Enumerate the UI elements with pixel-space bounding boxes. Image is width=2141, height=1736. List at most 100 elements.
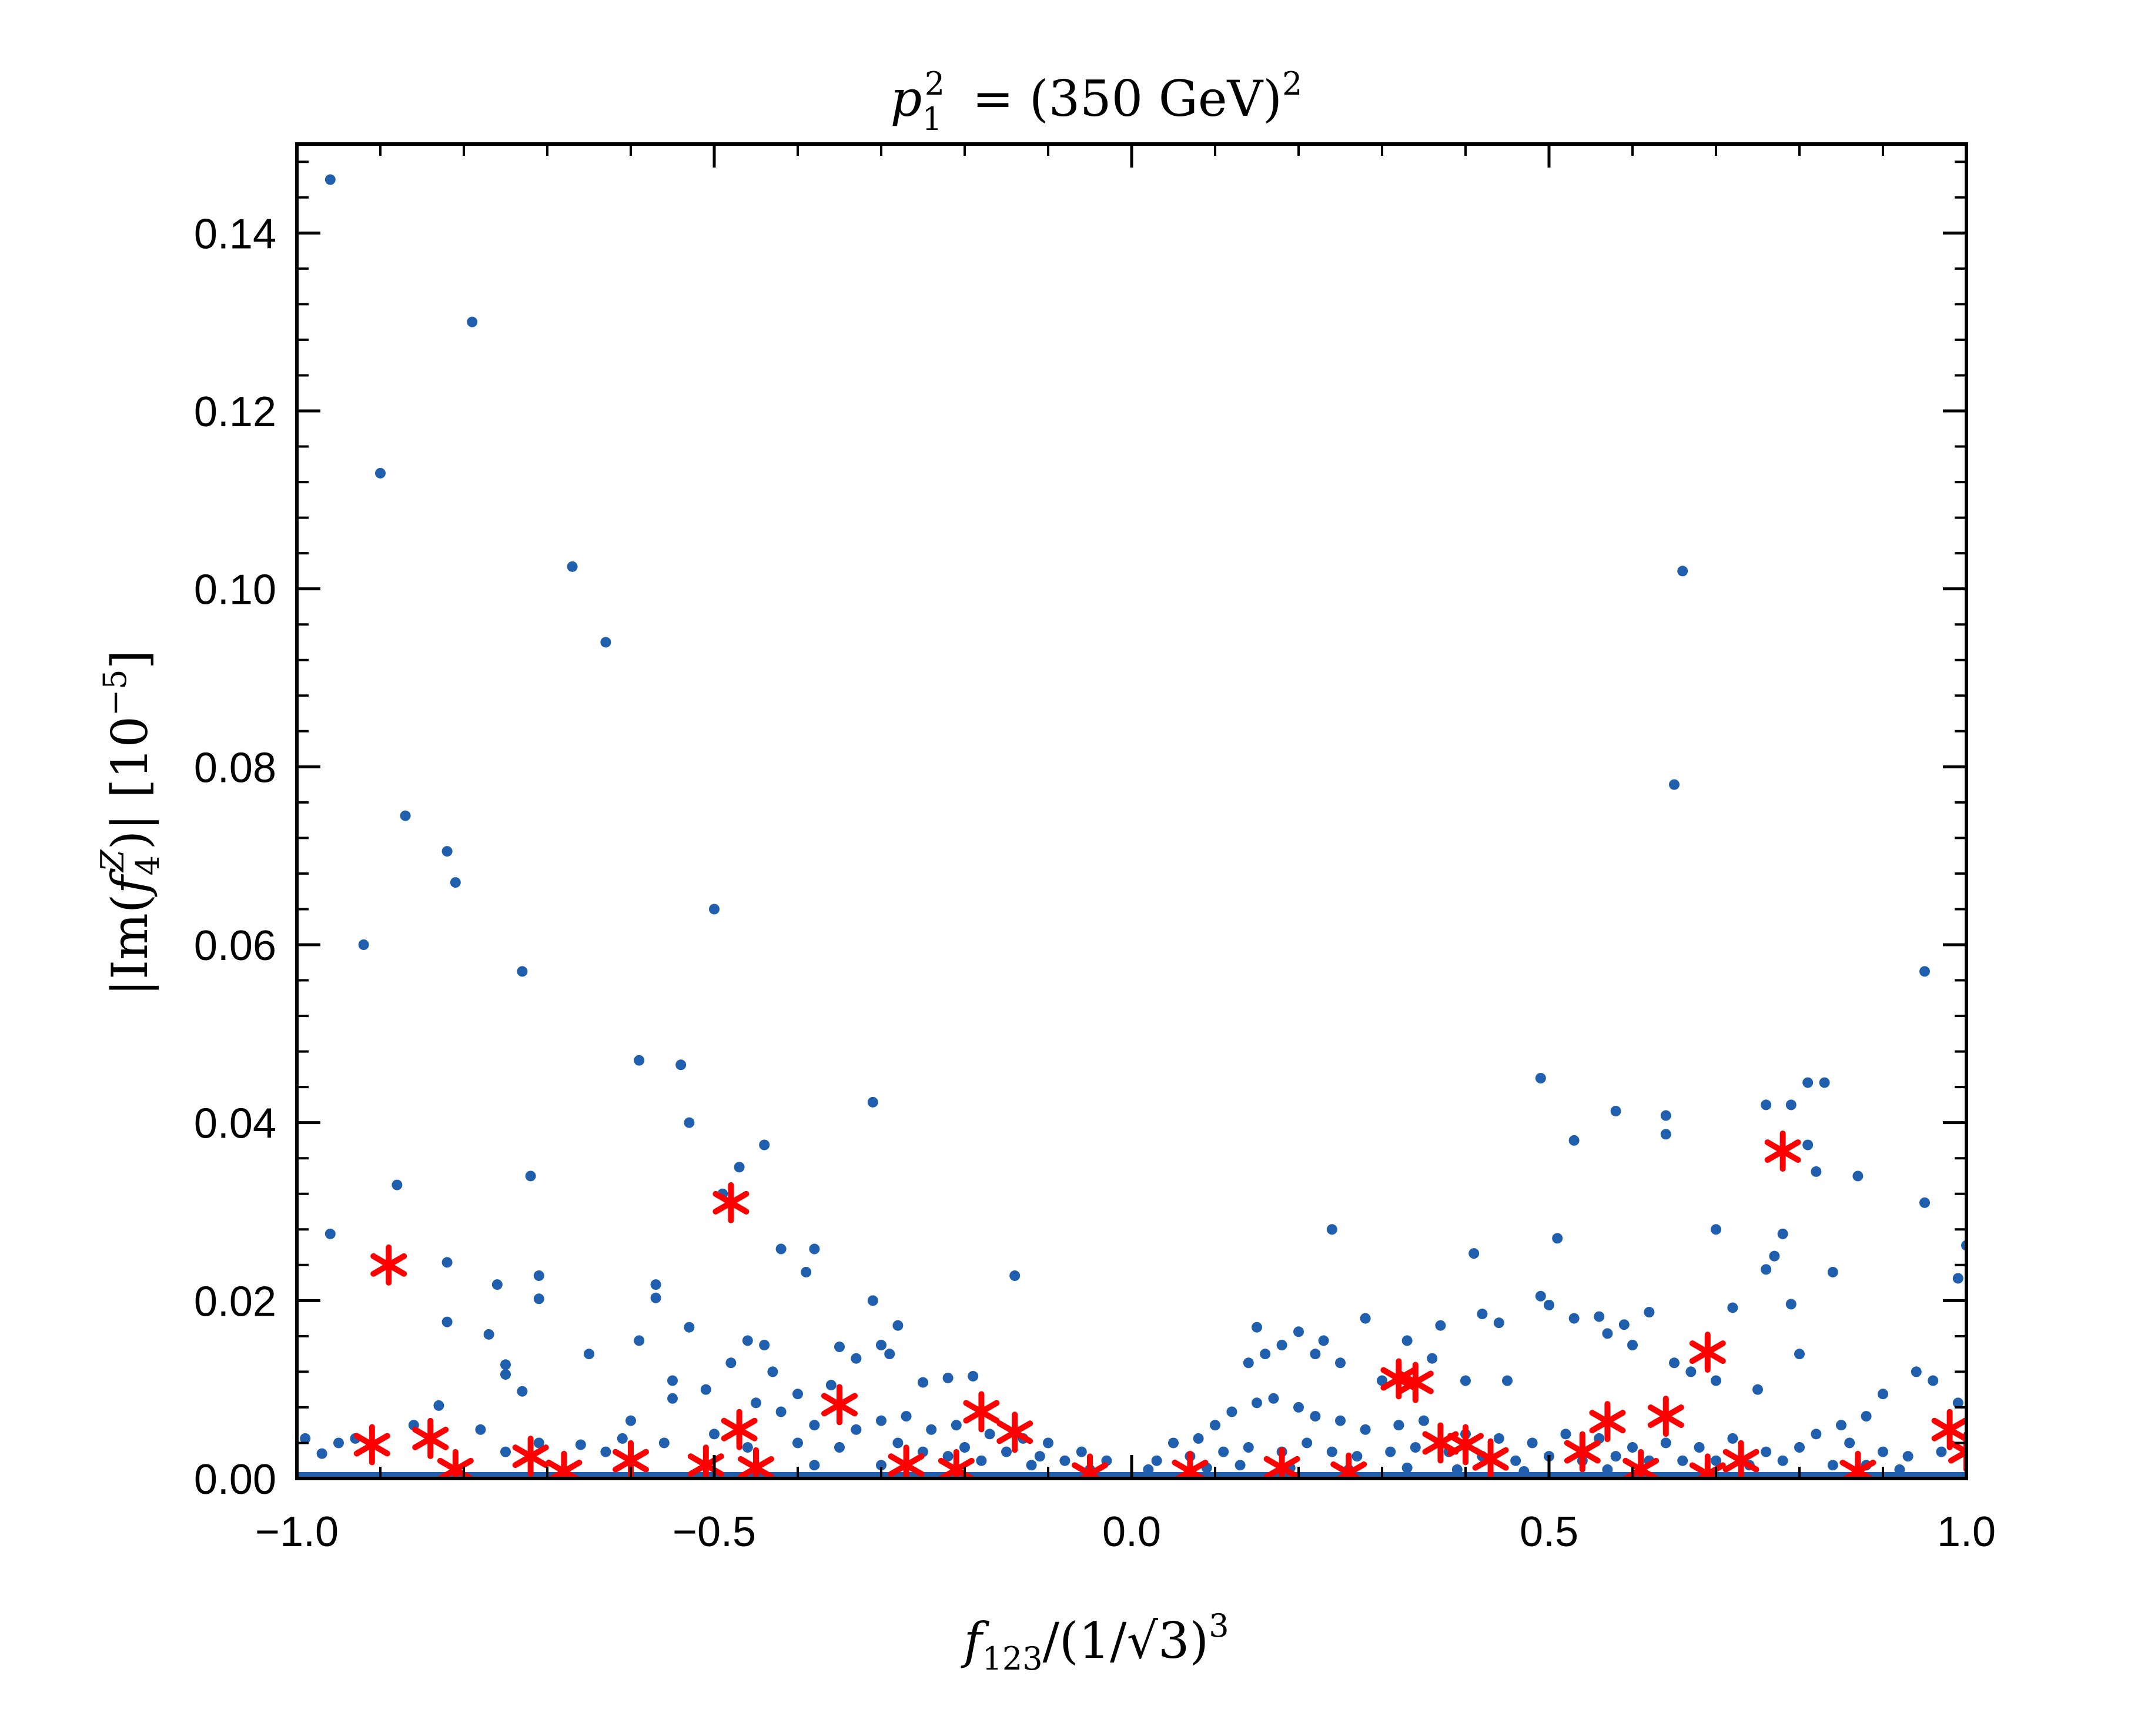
scatter-point <box>1310 1411 1321 1422</box>
scatter-point <box>984 1429 995 1440</box>
highlight-star <box>1330 1452 1367 1479</box>
labels-layer: −1.0 −0.5 0.0 0.5 1.0 0.00 0.02 0.04 0.06 0.08 0.1… <box>194 210 1996 1556</box>
scatter-point <box>901 1411 912 1422</box>
scatter-point <box>1544 1299 1554 1310</box>
scatter-point <box>441 1257 453 1268</box>
scatter-point <box>1560 1429 1571 1440</box>
scatter-point <box>667 1375 678 1386</box>
scatter-point <box>1610 1451 1621 1462</box>
scatter-point <box>1502 1375 1513 1386</box>
scatter-point <box>892 1437 904 1449</box>
highlight-star <box>1948 1431 1966 1473</box>
scatter-point <box>517 966 528 977</box>
scatter-point <box>1493 1433 1504 1444</box>
highlight-star <box>1647 1396 1684 1437</box>
scatter-point <box>801 1266 812 1277</box>
scatter-point <box>675 1059 687 1071</box>
star-stroke <box>996 1420 1033 1444</box>
highlight-star <box>1072 1453 1108 1479</box>
highlight-star <box>1397 1362 1434 1403</box>
scatter-point <box>1919 966 1930 977</box>
scatter-point <box>1852 1170 1864 1182</box>
y-tick-label: 0.06 <box>194 922 276 969</box>
scatter-point <box>1711 1455 1721 1466</box>
scatter-point <box>1260 1349 1271 1360</box>
scatter-point <box>1335 1357 1346 1369</box>
scatter-point <box>1235 1460 1246 1471</box>
scatter-point <box>1268 1393 1279 1404</box>
scatter-point <box>1535 1290 1546 1302</box>
scatter-point <box>775 1243 787 1255</box>
scatter-point <box>1761 1099 1772 1110</box>
scatter-point <box>1218 1446 1229 1457</box>
scatter-point <box>1819 1077 1830 1088</box>
scatter-point <box>1518 1466 1530 1477</box>
star-stroke <box>1689 1340 1726 1364</box>
scatter-point <box>1276 1340 1287 1350</box>
star-stroke <box>1564 1440 1601 1464</box>
scatter-point <box>634 1055 645 1066</box>
scatter-point <box>1627 1340 1638 1350</box>
highlight-star <box>512 1436 549 1477</box>
scatter-point <box>1535 1073 1546 1083</box>
star-stroke <box>512 1444 549 1469</box>
star-stroke <box>1072 1462 1104 1479</box>
scatter-point <box>834 1442 845 1453</box>
star-stroke <box>1647 1404 1684 1429</box>
scatter-point <box>725 1357 737 1369</box>
highlight-star <box>437 1449 474 1479</box>
scatter-point <box>1302 1437 1313 1449</box>
scatter-point <box>441 846 453 857</box>
scatter-point <box>700 1384 711 1395</box>
highlight-star <box>721 1409 758 1450</box>
scatter-point <box>400 810 411 821</box>
highlight-star <box>1764 1130 1801 1172</box>
scatter-point <box>1468 1248 1480 1259</box>
scatter-point <box>1627 1442 1638 1453</box>
scatter-point <box>684 1322 695 1333</box>
scatter-point <box>1419 1415 1429 1426</box>
scatter-point <box>834 1342 845 1353</box>
scatter-point <box>325 174 336 185</box>
scatter-point <box>767 1366 778 1377</box>
scatter-point <box>1151 1455 1162 1466</box>
scatter-point <box>1802 1077 1814 1088</box>
scatter-point <box>1827 1460 1838 1471</box>
y-tick-label: 0.00 <box>194 1456 276 1503</box>
scatter-point <box>1477 1309 1488 1320</box>
scatter-point <box>1435 1320 1446 1331</box>
scatter-point <box>1827 1266 1838 1277</box>
highlight-star <box>1172 1450 1209 1479</box>
scatter-point <box>1009 1270 1021 1281</box>
highlight-star <box>1564 1431 1601 1473</box>
scatter-point <box>441 1316 453 1327</box>
scatter-point <box>884 1349 895 1360</box>
scatter-point <box>1193 1433 1204 1444</box>
scatter-point <box>1936 1446 1947 1457</box>
scatter-point <box>1660 1437 1671 1449</box>
star-stroke <box>1689 1462 1721 1479</box>
y-tick-label: 0.10 <box>194 567 276 614</box>
scatter-point <box>1310 1349 1321 1360</box>
highlight-star <box>412 1417 449 1459</box>
star-stroke <box>721 1417 758 1441</box>
plot-frame <box>295 142 1968 1480</box>
scatter-point <box>809 1243 820 1255</box>
scatter-point <box>1836 1420 1846 1431</box>
star-stroke <box>687 1453 724 1477</box>
star-stroke <box>1623 1457 1660 1479</box>
scatter-point <box>1878 1446 1888 1457</box>
scatter-point <box>450 877 461 888</box>
star-stroke <box>1330 1461 1364 1479</box>
scatter-point <box>1794 1442 1805 1453</box>
scatter-point <box>792 1389 803 1400</box>
star-stroke <box>888 1453 925 1477</box>
scatter-point <box>433 1400 444 1411</box>
x-tick-label: 0.5 <box>1520 1508 1578 1556</box>
scatter-point <box>1510 1455 1521 1466</box>
scatter-point <box>775 1406 787 1417</box>
scatter-point <box>892 1320 904 1331</box>
scatter-point <box>600 637 611 648</box>
highlight-star <box>1589 1401 1626 1443</box>
